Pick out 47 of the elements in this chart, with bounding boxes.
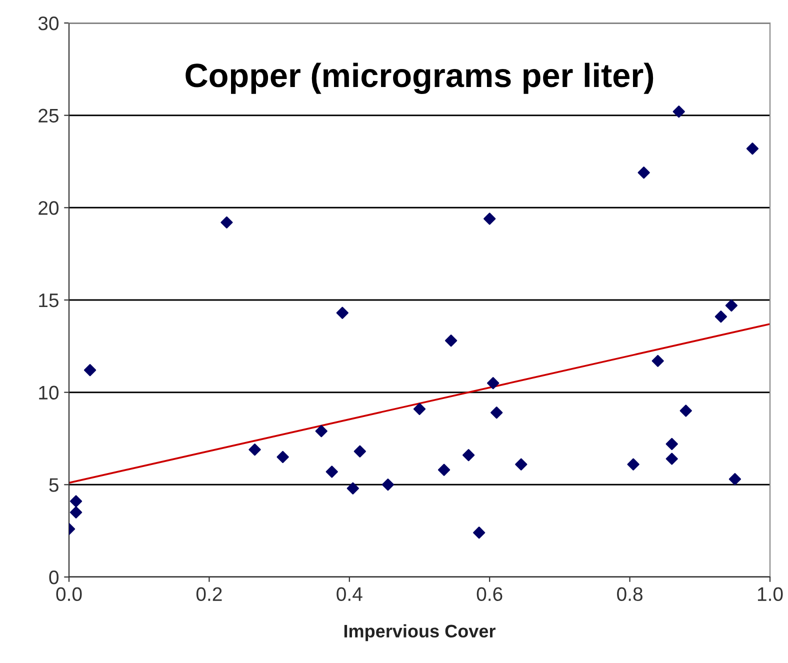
point [84,364,96,376]
point [462,449,475,462]
point [220,216,233,229]
point [680,404,692,417]
point [627,458,640,470]
point [490,406,503,419]
point [652,354,664,368]
x-tick-label: 0.6 [476,587,502,602]
point [438,464,450,476]
point [70,495,82,508]
x-tick-label: 1.0 [758,587,783,602]
point [484,212,496,225]
y-tick-label: 20 [38,201,59,215]
point [413,402,426,416]
point [70,506,82,518]
y-tick-label: 30 [38,16,59,30]
point [248,444,261,456]
y-tick-label: 0 [49,570,59,584]
point [672,106,685,118]
point [666,452,678,465]
point [515,458,528,470]
point [354,445,366,458]
y-tick-label: 25 [38,108,58,123]
point [346,482,359,494]
point [315,425,328,438]
y-tick-label: 10 [39,386,59,400]
point [638,166,650,179]
y-tick-label: 5 [49,478,58,492]
point [714,310,728,323]
point [725,299,738,312]
x-tick-label: 0.2 [196,587,222,602]
point [382,478,394,491]
x-tick-label: 0.8 [617,587,642,602]
point [746,142,759,155]
point [276,450,289,464]
point [666,438,678,450]
point [473,526,486,539]
x-tick-label: 0.4 [336,587,362,602]
point [444,334,458,347]
point [728,473,742,486]
x-tick-label: 0.0 [56,587,82,602]
y-tick-label: 15 [39,294,58,308]
text: Copper (micrograms per liter) [186,62,654,94]
point [326,466,338,478]
point [487,377,500,390]
point [336,306,348,319]
x-axis-title: Impervious Cover [344,624,496,642]
